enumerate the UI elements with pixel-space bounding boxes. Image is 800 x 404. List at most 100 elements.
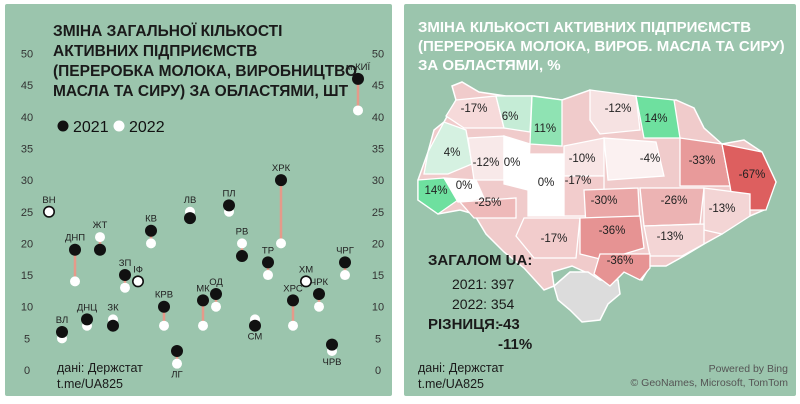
region-shape (442, 177, 485, 203)
point-label: ТР (262, 245, 274, 256)
point-label: КРВ (155, 290, 173, 301)
point-2022 (95, 232, 105, 243)
region-value-label: 6% (502, 111, 519, 123)
point-2021 (158, 300, 170, 313)
region-value-label: -25% (475, 197, 502, 209)
ytick-right: 45 (372, 80, 384, 92)
point-2022 (353, 105, 363, 116)
region-value-label: -13% (657, 231, 684, 243)
point-label: ЗП (119, 258, 132, 269)
point-2022 (146, 238, 156, 249)
diff-abs-text: -43 (498, 316, 520, 333)
ytick-right: 25 (372, 207, 384, 219)
point-2021 (81, 313, 93, 326)
point-2021 (210, 288, 222, 301)
point-label: ЛВ (184, 195, 197, 206)
totals-diff-pct: -11% (498, 336, 532, 353)
diff-label-text: РІЗНИЦЯ: (428, 316, 500, 333)
map-credit-powered: Powered by Bing (708, 363, 788, 375)
point-label: ІФ (133, 264, 143, 275)
point-2022 (172, 358, 182, 369)
point-2022 (120, 282, 130, 293)
ytick-right: 15 (372, 270, 384, 282)
left-chart-panel: ЗМІНА ЗАГАЛЬНОЇ КІЛЬКОСТІ АКТИВНИХ ПІДПР… (5, 4, 392, 396)
point-label: ДНЦ (77, 302, 97, 313)
region-shape (417, 177, 459, 215)
ytick-right: 35 (372, 143, 384, 155)
ytick-left: 45 (21, 80, 33, 92)
point-equal (300, 275, 312, 287)
point-label: ВЛ (56, 315, 68, 326)
ytick-left: 5 (24, 333, 30, 345)
region-value-label: -17% (461, 103, 488, 115)
source-line-2-right: t.me/UA825 (418, 377, 485, 391)
point-2021 (339, 256, 351, 269)
point-label: ЧРК (310, 277, 329, 288)
region-shape (529, 95, 563, 147)
region-value-label: 11% (534, 123, 556, 135)
point-2021 (69, 243, 81, 256)
region-value-label: -13% (709, 203, 736, 215)
totals-2022: 2022: 354 (452, 296, 515, 312)
region-value-label: -17% (541, 233, 568, 245)
region-value-label: -36% (607, 255, 634, 267)
totals-heading-text: ЗАГАЛОМ UA: (428, 252, 533, 269)
totals-2021: 2021: 397 (452, 276, 515, 292)
left-source-text: дані: Держстат t.me/UA825 (57, 360, 143, 392)
point-label: м.КИЇ (346, 62, 371, 73)
point-2021 (236, 250, 248, 263)
ytick-left: 40 (21, 112, 33, 124)
region-shape (703, 187, 751, 235)
point-label: СМ (248, 332, 263, 343)
ukraine-map: -17%6%11%-12%14%4%-12% 0% -10% -4% -33%-67%1… (417, 81, 777, 323)
point-equal (132, 275, 144, 287)
legend-marker-2021 (57, 120, 69, 132)
point-label: ХМ (299, 264, 313, 275)
ytick-right: 0 (375, 365, 381, 377)
ytick-left: 30 (21, 175, 33, 187)
ytick-right: 50 (372, 49, 384, 61)
region-value-label: -67% (739, 169, 766, 181)
point-2022 (159, 320, 169, 331)
source-line-2: t.me/UA825 (57, 377, 124, 391)
point-2021 (223, 199, 235, 212)
point-label: ЧРГ (336, 245, 354, 256)
point-label: ЖТ (93, 220, 108, 231)
region-value-label: -33% (689, 155, 716, 167)
ytick-right: 20 (372, 238, 384, 250)
totals-diff-abs: -43 (498, 316, 520, 333)
region-value-label: -36% (599, 225, 626, 237)
region-value-label: -12% (473, 157, 500, 169)
point-equal (43, 206, 55, 218)
point-label: ОД (209, 277, 223, 288)
point-2021 (56, 326, 68, 339)
ytick-right: 5 (375, 333, 381, 345)
point-2021 (184, 212, 196, 225)
point-label: РВ (236, 226, 249, 237)
crimea-region (553, 271, 621, 323)
region-value-label: -26% (661, 195, 688, 207)
ytick-right: 10 (372, 302, 384, 314)
right-map-panel: ЗМІНА КІЛЬКОСТІ АКТИВНИХ ПІДПРИЄМСТВ (ПЕ… (404, 4, 796, 396)
point-2021 (275, 174, 287, 187)
region-value-label: -10% (569, 153, 596, 165)
point-label: ВН (42, 195, 55, 206)
region-value-label: 4% (444, 147, 461, 159)
region-shape (445, 95, 505, 129)
region-value-label: -12% (605, 103, 632, 115)
point-2022 (288, 320, 298, 331)
point-2021 (197, 294, 209, 307)
point-label: ХРК (272, 163, 291, 174)
totals-diff-label: РІЗНИЦЯ: (428, 316, 500, 333)
region-shape (643, 223, 705, 257)
point-2022 (198, 320, 208, 331)
point-2021 (352, 72, 364, 85)
region-shape (639, 187, 705, 227)
ytick-left: 25 (21, 207, 33, 219)
right-map-title: ЗМІНА КІЛЬКОСТІ АКТИВНИХ ПІДПРИЄМСТВ (ПЕ… (418, 19, 785, 74)
ytick-right: 30 (372, 175, 384, 187)
point-2022 (70, 276, 80, 287)
region-value-label: -17% (565, 175, 592, 187)
point-2021 (326, 338, 338, 351)
legend-label-2021: 2021 (73, 119, 109, 136)
